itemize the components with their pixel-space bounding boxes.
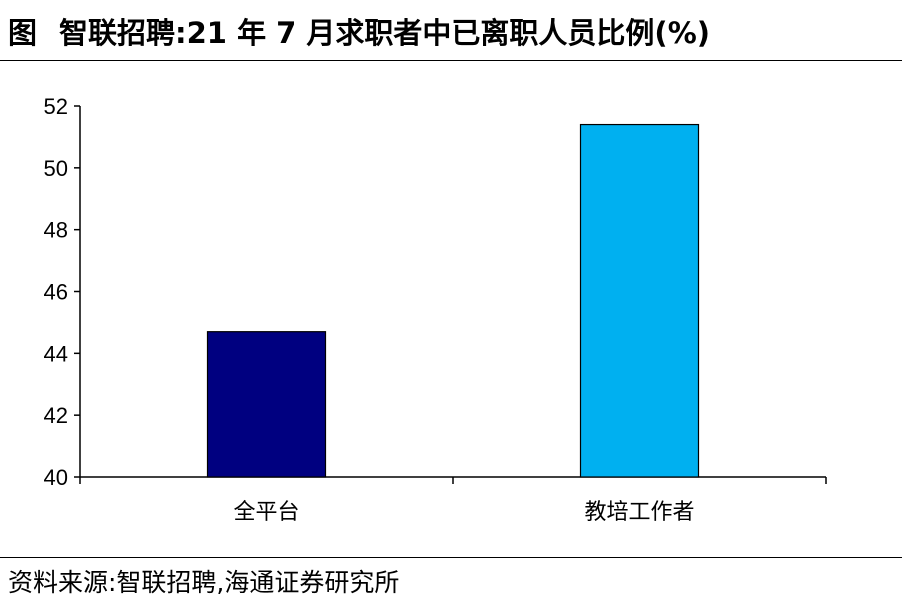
y-tick-label: 52 [44, 94, 68, 119]
source-note: 资料来源:智联招聘,海通证券研究所 [8, 568, 400, 597]
y-tick-label: 48 [44, 218, 68, 243]
bar-chart: 40 42 44 46 48 50 52 全平台 教培工作者 [44, 94, 827, 524]
y-tick-label: 40 [44, 465, 68, 490]
bottom-rule [0, 557, 902, 558]
x-axis: 全平台 教培工作者 [79, 476, 827, 524]
x-category-label: 教培工作者 [584, 499, 694, 524]
y-axis: 40 42 44 46 48 50 52 [44, 94, 81, 490]
y-tick-label: 44 [44, 341, 68, 366]
chart-title: 图智联招聘:21 年 7 月求职者中已离职人员比例(%) [8, 10, 898, 56]
y-tick-label: 46 [44, 280, 68, 305]
bars [206, 123, 700, 478]
figure-prefix: 图 [8, 16, 38, 50]
figure-title: 智联招聘:21 年 7 月求职者中已离职人员比例(%) [59, 16, 711, 50]
bar-1 [206, 331, 327, 478]
x-category-label: 全平台 [233, 499, 299, 524]
y-tick-label: 50 [44, 156, 68, 181]
y-tick-label: 42 [44, 403, 68, 428]
bar-2 [579, 123, 700, 478]
top-rule [0, 60, 902, 61]
